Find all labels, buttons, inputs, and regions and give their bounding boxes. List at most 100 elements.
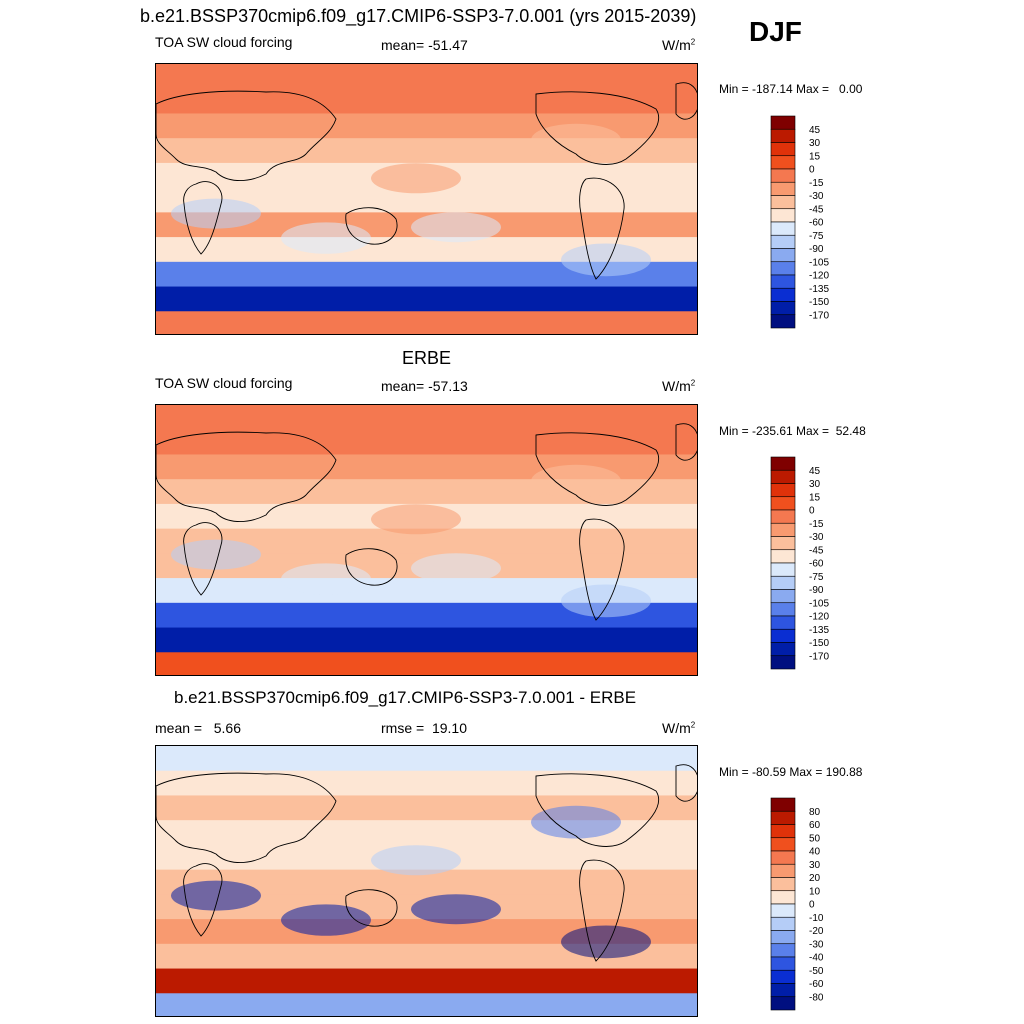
colorbar2-swatch-15 xyxy=(770,655,796,670)
colorbar2-swatch-13 xyxy=(770,628,796,643)
map3-band-75S xyxy=(156,993,697,1016)
colorbar1-swatch-9 xyxy=(770,234,796,249)
map1-feature-5 xyxy=(371,163,461,194)
colorbar2-swatch-9 xyxy=(770,575,796,590)
colorbar3-swatch-12 xyxy=(770,956,796,971)
panel2-variable: TOA SW cloud forcing xyxy=(155,375,293,391)
colorbar2-swatch-3 xyxy=(770,496,796,511)
panel3-units: W/m2 xyxy=(662,720,696,736)
map2-band-75S xyxy=(156,652,697,675)
map3-coastline-0 xyxy=(156,772,337,863)
map3-feature-3 xyxy=(171,880,261,911)
season-label: DJF xyxy=(749,16,802,47)
map1-feature-3 xyxy=(171,198,261,229)
colorbar2-tick-label: -120 xyxy=(809,612,829,623)
colorbar1-swatch-2 xyxy=(770,142,796,157)
colorbar2-swatch-0 xyxy=(770,456,796,471)
panel1-map xyxy=(155,63,698,335)
panel3-mean: mean = 5.66 xyxy=(155,720,242,736)
map2-coastline-4 xyxy=(579,518,625,621)
map1-band-75S xyxy=(156,311,697,334)
colorbar1-swatch-4 xyxy=(770,168,796,183)
panel1-mean: mean= -51.47 xyxy=(381,37,468,53)
colorbar2-tick-label: -170 xyxy=(809,651,829,662)
colorbar1-swatch-5 xyxy=(770,181,796,196)
colorbar2-tick-label: -150 xyxy=(809,638,829,649)
map1-coastline-0 xyxy=(156,90,337,181)
colorbar3-swatch-6 xyxy=(770,877,796,892)
map2-feature-3 xyxy=(171,539,261,570)
colorbar1-swatch-3 xyxy=(770,155,796,170)
colorbar3-swatch-15 xyxy=(770,996,796,1011)
panel2-units: W/m2 xyxy=(662,378,696,394)
colorbar3-tick-label: 80 xyxy=(809,807,821,818)
colorbar1-tick-label: 0 xyxy=(809,165,815,176)
colorbar2-swatch-8 xyxy=(770,562,796,577)
map2-band-70N xyxy=(156,429,697,456)
colorbar2-tick-label: 0 xyxy=(809,506,815,517)
colorbar3-tick-label: -10 xyxy=(809,913,824,924)
map3-feature-2 xyxy=(561,925,651,959)
colorbar3-swatch-10 xyxy=(770,930,796,945)
colorbar1-swatch-7 xyxy=(770,208,796,223)
colorbar3-tick-label: -60 xyxy=(809,979,824,990)
colorbar3-swatch-8 xyxy=(770,903,796,918)
colorbar2-tick-label: 30 xyxy=(809,479,821,490)
colorbar2-swatch-7 xyxy=(770,549,796,564)
map3-coastline-1 xyxy=(183,863,223,937)
colorbar2-tick-label: -15 xyxy=(809,519,824,530)
panel1-units: W/m2 xyxy=(662,37,696,53)
colorbar3-swatch-2 xyxy=(770,824,796,839)
map2-feature-2 xyxy=(561,584,651,618)
map1-feature-1 xyxy=(411,212,501,243)
map3-coastline-3 xyxy=(535,773,660,847)
colorbar2-swatch-2 xyxy=(770,483,796,498)
colorbar1-tick-label: -75 xyxy=(809,231,824,242)
map3-feature-0 xyxy=(281,904,371,936)
colorbar1-swatch-15 xyxy=(770,314,796,329)
colorbar1-tick-label: 15 xyxy=(809,151,821,162)
colorbar3-swatch-7 xyxy=(770,890,796,905)
colorbar1-tick-label: 45 xyxy=(809,125,821,136)
colorbar2-tick-label: 45 xyxy=(809,466,821,477)
colorbar1-swatch-1 xyxy=(770,128,796,143)
map1-band-70N xyxy=(156,88,697,115)
map3-coastline-2 xyxy=(345,889,398,927)
colorbar3-tick-label: 30 xyxy=(809,860,821,871)
colorbar3-tick-label: 60 xyxy=(809,820,821,831)
colorbar3-tick-label: 50 xyxy=(809,833,821,844)
colorbar3-swatch-9 xyxy=(770,916,796,931)
colorbar1-tick-label: -150 xyxy=(809,297,829,308)
colorbar2-tick-label: -45 xyxy=(809,545,824,556)
map1-feature-0 xyxy=(281,222,371,254)
colorbar2-tick-label: -105 xyxy=(809,598,829,609)
colorbar1-tick-label: -30 xyxy=(809,191,824,202)
panel3-rmse: rmse = 19.10 xyxy=(381,720,467,736)
panel1-colorbar: 45 30 15 0 -15 -30 -45 -60 -75 -90 -105 -120 -135 -15… xyxy=(770,115,831,329)
colorbar2-tick-label: -75 xyxy=(809,572,824,583)
map3-band-60S xyxy=(156,968,697,994)
colorbar1-tick-label: -170 xyxy=(809,310,829,321)
map1-coastline-4 xyxy=(579,177,625,280)
colorbar3-tick-label: -50 xyxy=(809,966,824,977)
map3-feature-1 xyxy=(411,894,501,925)
colorbar1-tick-label: -15 xyxy=(809,178,824,189)
colorbar3-swatch-4 xyxy=(770,850,796,865)
panel3-colorbar: 80 60 50 40 30 20 10 0 -10 -20 -30 -40 -50 -60 -80 xyxy=(770,797,831,1011)
map2-band-60S xyxy=(156,627,697,653)
colorbar2-swatch-14 xyxy=(770,642,796,657)
colorbar3-swatch-3 xyxy=(770,837,796,852)
main-title: b.e21.BSSP370cmip6.f09_g17.CMIP6-SSP3-7.… xyxy=(140,6,697,26)
colorbar3-tick-label: 40 xyxy=(809,847,821,858)
colorbar2-swatch-6 xyxy=(770,536,796,551)
colorbar3-swatch-5 xyxy=(770,863,796,878)
map2-feature-1 xyxy=(411,553,501,584)
map2-coastline-3 xyxy=(535,432,660,506)
panel2-map xyxy=(155,404,698,676)
colorbar3-tick-label: -80 xyxy=(809,992,824,1003)
colorbar3-swatch-11 xyxy=(770,943,796,958)
panel2-minmax: Min = -235.61 Max = 52.48 xyxy=(719,424,866,438)
map3-band-90N xyxy=(156,746,697,772)
colorbar1-swatch-6 xyxy=(770,195,796,210)
colorbar2-tick-label: 15 xyxy=(809,492,821,503)
